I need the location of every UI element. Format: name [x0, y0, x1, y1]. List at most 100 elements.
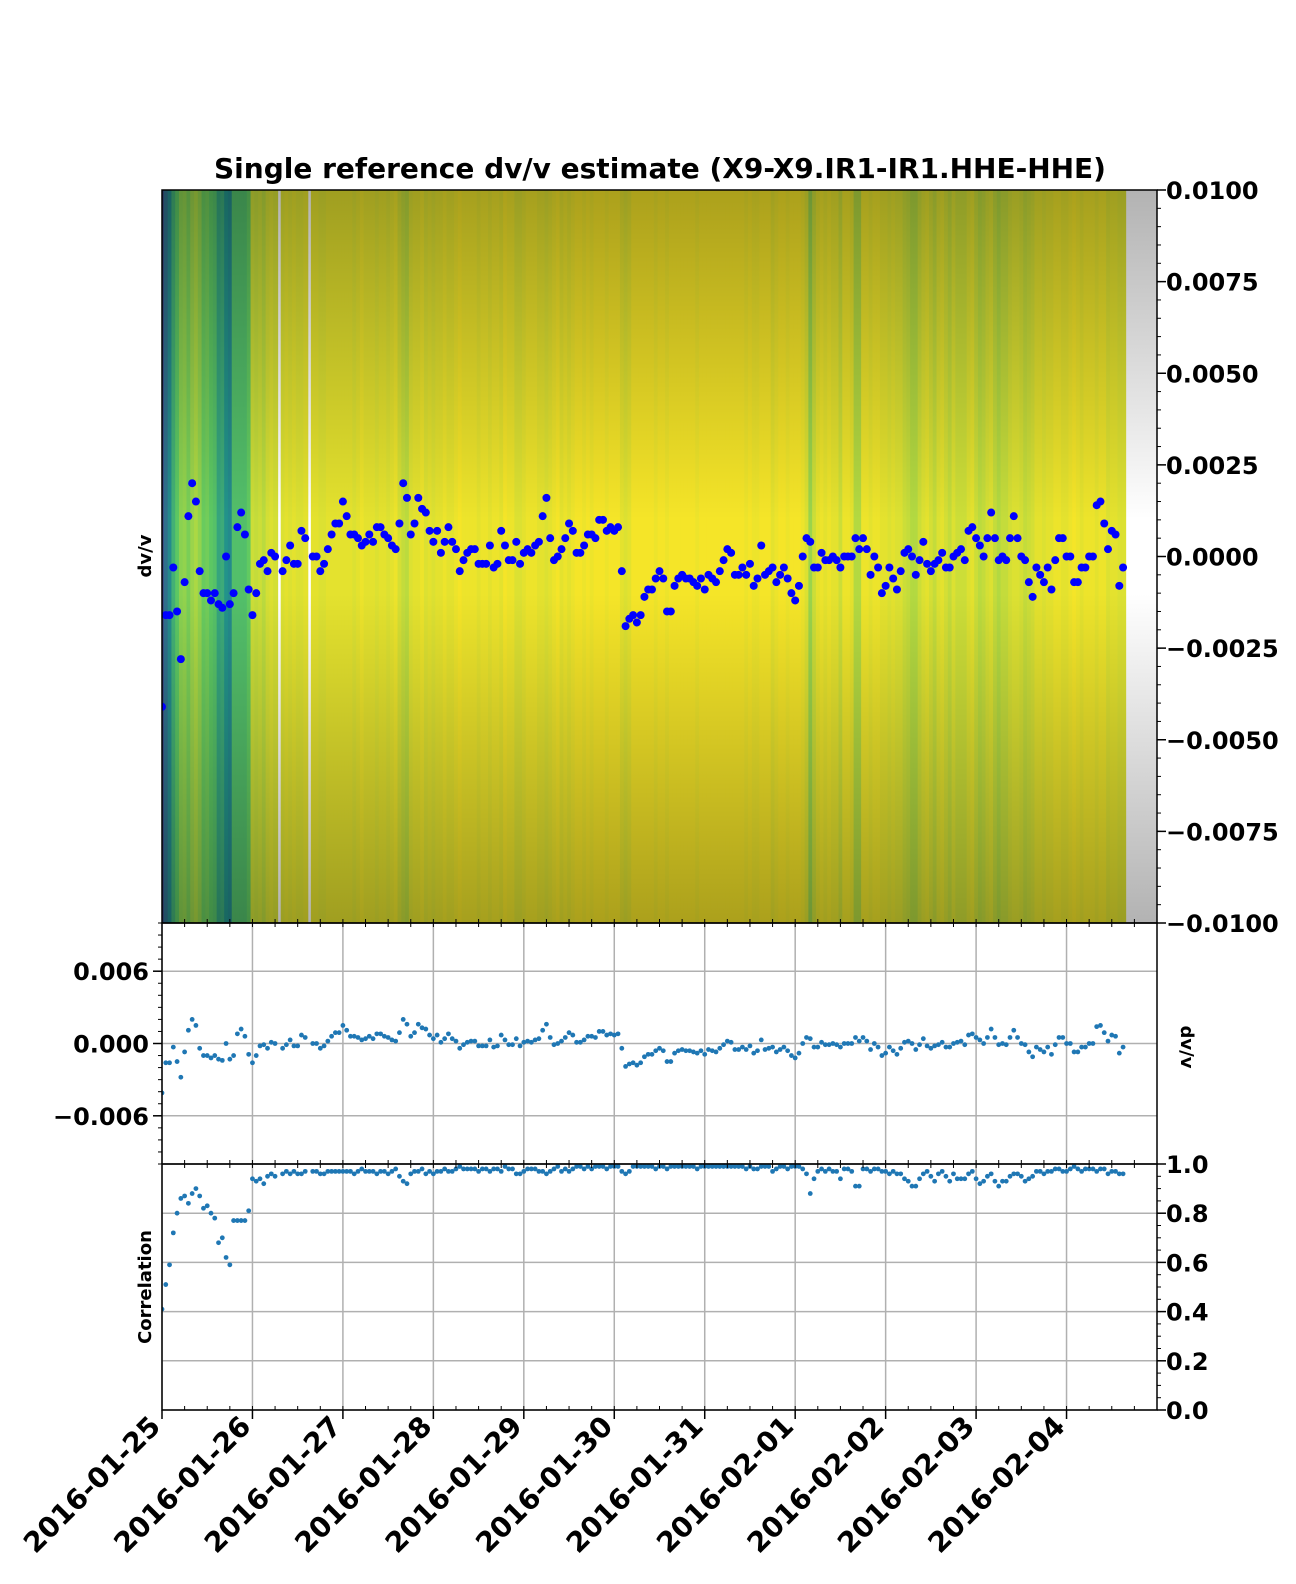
correlation-point — [962, 1176, 968, 1182]
correlation-point — [1060, 1168, 1066, 1174]
heatmap-dvv-point — [987, 508, 996, 517]
correlation-tick-label: 0.6 — [1166, 1249, 1209, 1277]
heatmap-dvv-point — [1066, 552, 1075, 561]
dvv-point — [864, 1038, 870, 1044]
correlation-point — [1113, 1168, 1118, 1174]
dvv-point — [868, 1047, 873, 1052]
dvv-point — [1098, 1023, 1103, 1028]
dvv-point — [604, 1032, 610, 1038]
correlation-point — [789, 1164, 794, 1169]
correlation-point — [227, 1262, 233, 1268]
dvv-point — [442, 1036, 448, 1042]
heatmap-tick-label: 0.0050 — [1166, 360, 1259, 388]
dvv-points — [162, 1017, 1126, 1096]
correlation-point — [871, 1166, 877, 1172]
correlation-point — [1116, 1171, 1122, 1177]
correlation-point — [506, 1166, 512, 1172]
dvv-point — [325, 1038, 331, 1044]
correlation-point — [943, 1173, 949, 1179]
dvv-point — [423, 1026, 429, 1032]
heatmap-dvv-point — [1002, 556, 1011, 565]
correlation-point — [381, 1168, 387, 1174]
dvv-point — [645, 1051, 651, 1057]
dvv-point — [951, 1041, 956, 1046]
correlation-point — [170, 1230, 176, 1236]
dvv-point — [623, 1063, 628, 1069]
dvv-point — [634, 1062, 640, 1068]
dvv-point — [747, 1043, 753, 1049]
heatmap-dvv-point — [500, 541, 509, 550]
dvv-point — [721, 1042, 726, 1048]
correlation-point — [589, 1166, 595, 1172]
heatmap-dvv-point — [278, 567, 287, 576]
heatmap-dvv-point — [1024, 578, 1033, 587]
dvv-point — [981, 1041, 987, 1046]
correlation-point — [446, 1168, 451, 1174]
dvv-point — [547, 1035, 553, 1040]
correlation-point — [932, 1178, 938, 1184]
correlation-point — [596, 1164, 602, 1169]
correlation-point — [555, 1164, 561, 1169]
heatmap-dvv-point — [206, 596, 215, 605]
dvv-point — [804, 1035, 809, 1040]
dvv-point — [883, 1050, 889, 1056]
heatmap-dvv-point — [1009, 512, 1018, 521]
heatmap-dvv-point — [1043, 563, 1052, 572]
heatmap-dvv-point — [320, 559, 329, 568]
dvv-point — [702, 1051, 708, 1057]
dvv-point — [936, 1042, 941, 1048]
dvv-point — [521, 1039, 527, 1045]
correlation-point — [920, 1171, 926, 1177]
correlation-point — [936, 1171, 941, 1177]
correlation-point — [773, 1166, 779, 1172]
heatmap-dvv-point — [1032, 563, 1041, 572]
heatmap-dvv-point — [436, 548, 445, 557]
correlation-point — [600, 1164, 606, 1169]
dvv-point — [717, 1045, 723, 1051]
correlation-point — [1041, 1171, 1047, 1177]
heatmap-dvv-point — [244, 585, 253, 594]
heatmap-dvv-point — [565, 519, 574, 528]
dvv-point — [969, 1031, 975, 1037]
heatmap-dvv-point — [896, 567, 905, 576]
heatmap-dvv-point — [516, 559, 525, 568]
dvv-point — [898, 1045, 904, 1051]
dvv-point — [536, 1036, 542, 1042]
heatmap-dvv-point — [651, 574, 660, 583]
heatmap-dvv-point — [384, 534, 393, 543]
correlation-point — [841, 1166, 847, 1172]
correlation-point — [822, 1168, 828, 1174]
dvv-point — [1101, 1030, 1107, 1036]
dvv-tick-label: 0.000 — [73, 1031, 149, 1059]
dvv-point — [453, 1038, 459, 1044]
dvv-point — [653, 1048, 659, 1054]
shared-x-axis: 2016-01-252016-01-262016-01-272016-01-28… — [17, 919, 1158, 1560]
heatmap-dvv-point — [1119, 563, 1128, 572]
heatmap-y-axis: 0.0100 0.0075 0.0050 0.0025 0.0000 −0.0025 −0.… — [1157, 177, 1279, 938]
dvv-point — [694, 1050, 700, 1056]
dvv-point — [630, 1060, 636, 1066]
dvv-point — [1045, 1044, 1051, 1050]
correlation-point — [242, 1218, 248, 1223]
dvv-point — [461, 1042, 466, 1048]
correlation-point — [397, 1173, 402, 1179]
heatmap-dvv-point — [248, 611, 257, 620]
heatmap-dvv-point — [779, 563, 788, 572]
heatmap-dvv-point — [591, 534, 600, 543]
dvv-point — [649, 1051, 655, 1057]
correlation-point — [340, 1168, 346, 1174]
correlation-point — [785, 1166, 791, 1172]
correlation-point — [623, 1171, 628, 1177]
correlation-point — [630, 1164, 636, 1169]
correlation-point — [370, 1168, 376, 1174]
dvv-point — [378, 1031, 383, 1037]
correlation-point — [1101, 1166, 1107, 1172]
dvv-point — [1113, 1033, 1118, 1039]
correlation-point — [1075, 1166, 1081, 1172]
heatmap-dvv-point — [546, 534, 555, 543]
dvv-point — [513, 1036, 519, 1042]
heatmap-dvv-point — [621, 622, 630, 631]
heatmap-dvv-point — [975, 541, 984, 550]
correlation-point — [193, 1186, 199, 1191]
dvv-point — [977, 1037, 983, 1043]
